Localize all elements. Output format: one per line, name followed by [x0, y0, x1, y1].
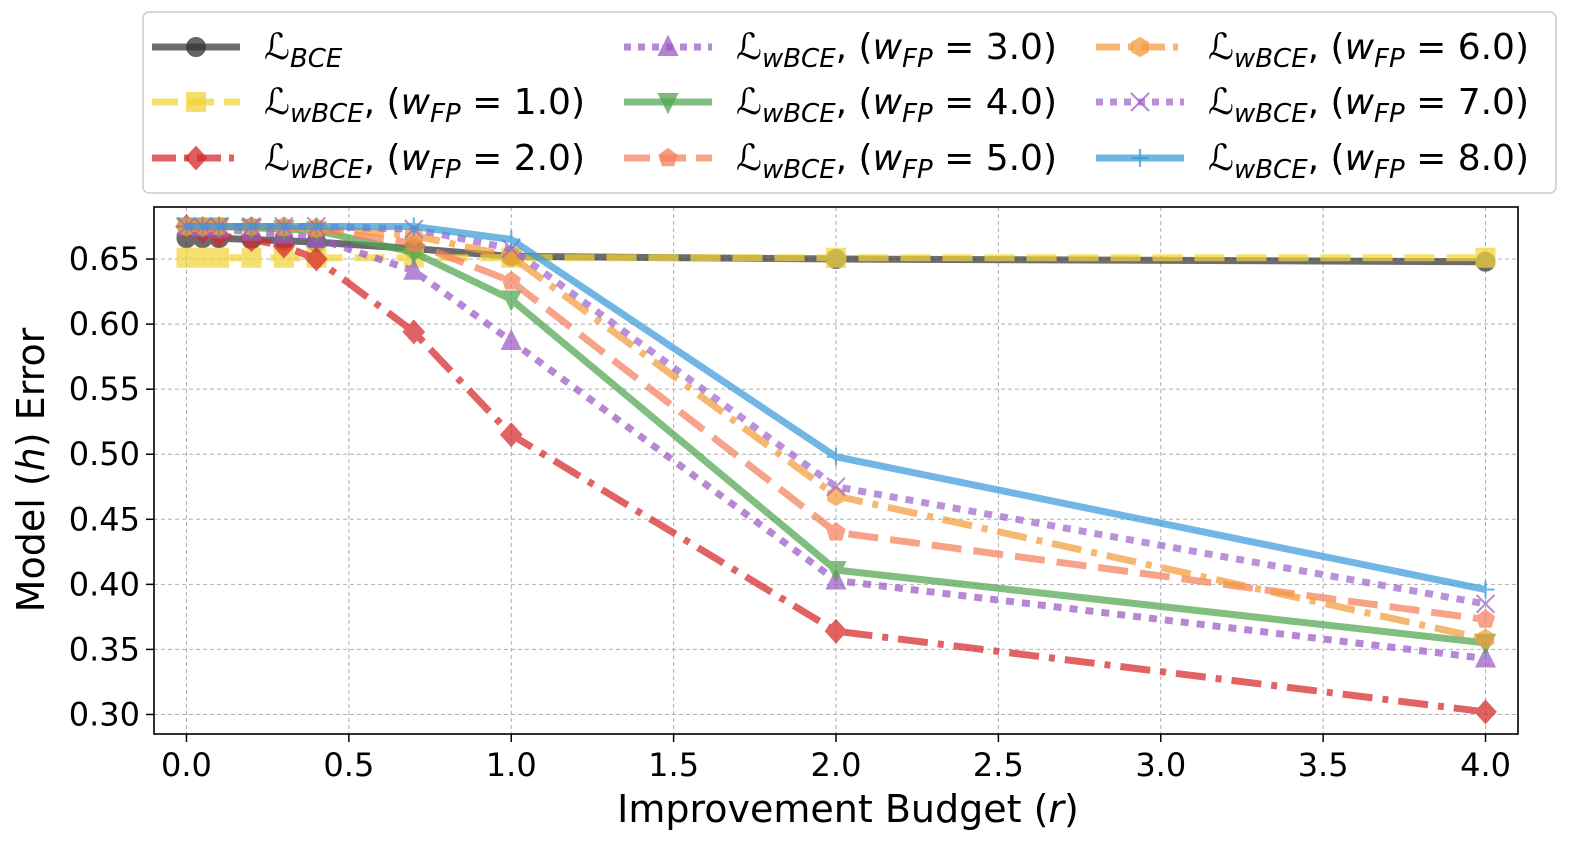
legend-marker — [184, 145, 208, 171]
data-point — [242, 217, 261, 236]
x-tick-label: 3.5 — [1298, 746, 1349, 784]
series-line-3 — [186, 223, 1486, 662]
data-point — [499, 422, 523, 448]
data-point — [501, 270, 521, 290]
legend-item-0: ℒBCE — [152, 27, 343, 74]
legend-label: ℒwBCE, (wFP = 5.0) — [736, 138, 1057, 185]
data-point — [1476, 580, 1495, 599]
x-axis-label: Improvement Budget (r) — [617, 787, 1079, 831]
data-point — [500, 328, 522, 351]
data-point — [307, 217, 326, 236]
y-tick-label: 0.40 — [69, 565, 140, 603]
legend-marker — [1131, 36, 1149, 58]
data-point — [1475, 609, 1496, 628]
data-point — [1474, 699, 1497, 725]
x-tick-label: 0.0 — [161, 746, 212, 784]
x-tick-label: 2.0 — [811, 746, 862, 784]
data-point — [404, 217, 423, 236]
legend-marker — [186, 37, 206, 57]
x-tick-label: 3.0 — [1135, 746, 1186, 784]
data-point — [403, 258, 425, 280]
x-tick-label: 1.5 — [648, 746, 699, 784]
data-point — [827, 485, 845, 507]
data-point — [824, 618, 848, 644]
legend-label: ℒBCE — [264, 27, 343, 74]
y-axis: 0.30 0.35 0.40 0.45 0.50 0.55 0.60 0.65 — [69, 240, 154, 733]
y-tick-label: 0.55 — [69, 370, 140, 408]
series-layer — [175, 214, 1497, 725]
legend-marker — [1131, 149, 1149, 167]
series-8 — [177, 217, 1495, 599]
legend-item-6: ℒwBCE, (wFP = 6.0) — [1096, 27, 1529, 74]
data-point — [177, 217, 196, 236]
x-tick-label: 1.0 — [486, 746, 537, 784]
legend-label: ℒwBCE, (wFP = 2.0) — [264, 138, 585, 185]
x-axis: 0.0 0.5 1.0 1.5 2.0 2.5 3.0 3.5 4.0 — [161, 734, 1511, 784]
legend-item-3: ℒwBCE, (wFP = 3.0) — [624, 27, 1057, 74]
legend-marker — [1130, 92, 1150, 112]
legend-label: ℒwBCE, (wFP = 8.0) — [1208, 138, 1529, 185]
data-point — [825, 561, 847, 583]
legend-label: ℒwBCE, (wFP = 7.0) — [1208, 82, 1529, 129]
legend-label: ℒwBCE, (wFP = 1.0) — [264, 82, 585, 129]
legend-item-8: ℒwBCE, (wFP = 8.0) — [1096, 138, 1529, 185]
y-axis-label: Model (h) Error — [9, 327, 53, 612]
data-point — [1476, 628, 1495, 650]
y-tick-label: 0.50 — [69, 435, 140, 473]
legend: ℒBCE ℒwBCE, (wFP = 1.0) ℒwBCE, (wFP = 2.0)… — [142, 11, 1557, 194]
data-point — [402, 319, 426, 345]
legend-item-2: ℒwBCE, (wFP = 2.0) — [152, 138, 585, 185]
data-point — [500, 290, 522, 312]
grid — [154, 207, 1518, 734]
legend-marker — [657, 93, 679, 115]
legend-label: ℒwBCE, (wFP = 3.0) — [736, 27, 1057, 74]
plot-area: 0.0 0.5 1.0 1.5 2.0 2.5 3.0 3.5 4.0 0.30 0.35 0.40… — [69, 206, 1519, 784]
x-tick-label: 0.5 — [323, 746, 374, 784]
legend-item-5: ℒwBCE, (wFP = 5.0) — [624, 138, 1057, 185]
data-point — [502, 230, 521, 249]
x-tick-label: 2.5 — [973, 746, 1024, 784]
data-point — [1474, 646, 1497, 668]
data-point — [1475, 247, 1496, 268]
legend-label: ℒwBCE, (wFP = 6.0) — [1208, 27, 1529, 74]
x-tick-label: 4.0 — [1460, 746, 1511, 784]
data-point — [826, 476, 846, 497]
data-point — [305, 246, 328, 272]
legend-marker — [186, 92, 206, 112]
legend-label: ℒwBCE, (wFP = 4.0) — [736, 82, 1057, 129]
legend-marker — [658, 147, 678, 167]
y-tick-label: 0.65 — [69, 240, 140, 278]
y-tick-label: 0.60 — [69, 305, 140, 343]
data-point — [274, 217, 293, 236]
y-tick-label: 0.35 — [69, 630, 140, 668]
data-point — [193, 217, 212, 236]
legend-frame — [142, 11, 1557, 194]
data-point — [1475, 594, 1496, 614]
legend-item-4: ℒwBCE, (wFP = 4.0) — [624, 82, 1057, 129]
data-point — [208, 247, 229, 268]
data-point — [209, 217, 228, 236]
legend-item-7: ℒwBCE, (wFP = 7.0) — [1096, 82, 1529, 129]
data-point — [827, 447, 845, 466]
data-point — [826, 522, 846, 541]
y-tick-label: 0.30 — [69, 695, 140, 733]
data-point — [826, 247, 846, 268]
y-tick-label: 0.45 — [69, 500, 140, 538]
legend-item-1: ℒwBCE, (wFP = 1.0) — [152, 82, 585, 129]
legend-marker — [657, 34, 679, 56]
